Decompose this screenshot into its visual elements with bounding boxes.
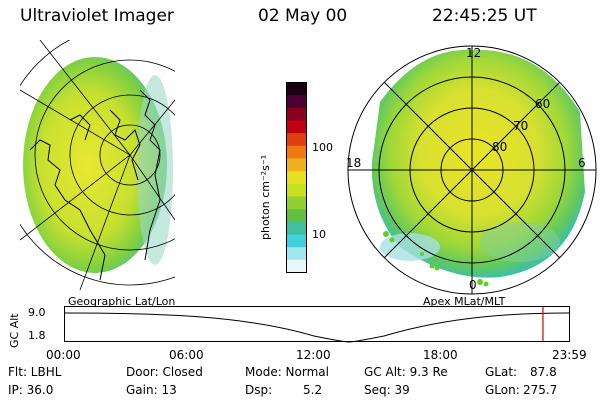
colorbar — [286, 82, 307, 273]
colorbar-cell — [286, 234, 307, 248]
colorbar-cell — [286, 183, 307, 197]
instrument-title: Ultraviolet Imager — [20, 6, 174, 26]
gc-alt-info: GC Alt: 9.3 Re — [364, 365, 448, 379]
gc-alt-tick-high: 9.0 — [28, 306, 46, 319]
image-date: 02 May 00 — [258, 6, 348, 26]
apex-polar-plot — [347, 45, 597, 295]
glon-value: 275.7 — [523, 383, 558, 397]
lat-label-70: 70 — [513, 119, 529, 133]
seq-info: Seq: 39 — [364, 383, 410, 397]
left-panel-caption: Geographic Lat/Lon — [68, 295, 176, 308]
mlt-label-6: 6 — [578, 156, 586, 170]
colorbar-cell — [286, 95, 307, 109]
colorbar-cell — [286, 145, 307, 159]
mode-info: Mode: Normal — [245, 365, 329, 379]
geographic-auroral-image — [20, 40, 175, 290]
colorbar-cell — [286, 107, 307, 121]
ip-info: IP: 36.0 — [8, 383, 54, 397]
gc-alt-axis-label: GC Alt — [8, 313, 21, 348]
mlt-label-0: 0 — [469, 278, 477, 292]
glat-value: 87.8 — [530, 365, 557, 379]
filter-info: Flt: LBHL — [8, 365, 62, 379]
time-tick-2359: 23:59 — [552, 348, 587, 362]
image-time: 22:45:25 UT — [432, 6, 537, 26]
lat-label-80: 80 — [492, 140, 508, 154]
time-tick-0600: 06:00 — [169, 348, 204, 362]
colorbar-cell — [286, 196, 307, 210]
colorbar-cell — [286, 259, 307, 273]
time-tick-1800: 18:00 — [423, 348, 458, 362]
gc-alt-tick-low: 1.8 — [28, 329, 46, 342]
colorbar-cell — [286, 158, 307, 172]
right-panel-caption: Apex MLat/MLT — [423, 295, 506, 308]
dsp-value: 5.2 — [303, 383, 323, 397]
mlt-label-12: 12 — [466, 46, 482, 60]
colorbar-cell — [286, 209, 307, 223]
colorbar-tick-100: 100 — [312, 141, 333, 154]
dsp-label: Dsp: — [245, 383, 273, 397]
time-tick-0000: 00:00 — [46, 348, 81, 362]
glat-label: GLat: — [485, 365, 518, 379]
colorbar-cell — [286, 120, 307, 134]
gain-info: Gain: 13 — [126, 383, 177, 397]
mlt-label-18: 18 — [346, 156, 362, 170]
colorbar-cell — [286, 133, 307, 147]
colorbar-cell — [286, 221, 307, 235]
time-tick-1200: 12:00 — [296, 348, 331, 362]
colorbar-unit-label: photon cm⁻²s⁻¹ — [259, 154, 272, 240]
door-info: Door: Closed — [126, 365, 203, 379]
colorbar-cell — [286, 82, 307, 96]
colorbar-cell — [286, 247, 307, 261]
glon-label: GLon: — [485, 383, 520, 397]
lat-label-60: 60 — [535, 97, 551, 111]
altitude-strip-plot — [64, 306, 570, 343]
colorbar-cell — [286, 171, 307, 185]
colorbar-tick-10: 10 — [312, 228, 326, 241]
